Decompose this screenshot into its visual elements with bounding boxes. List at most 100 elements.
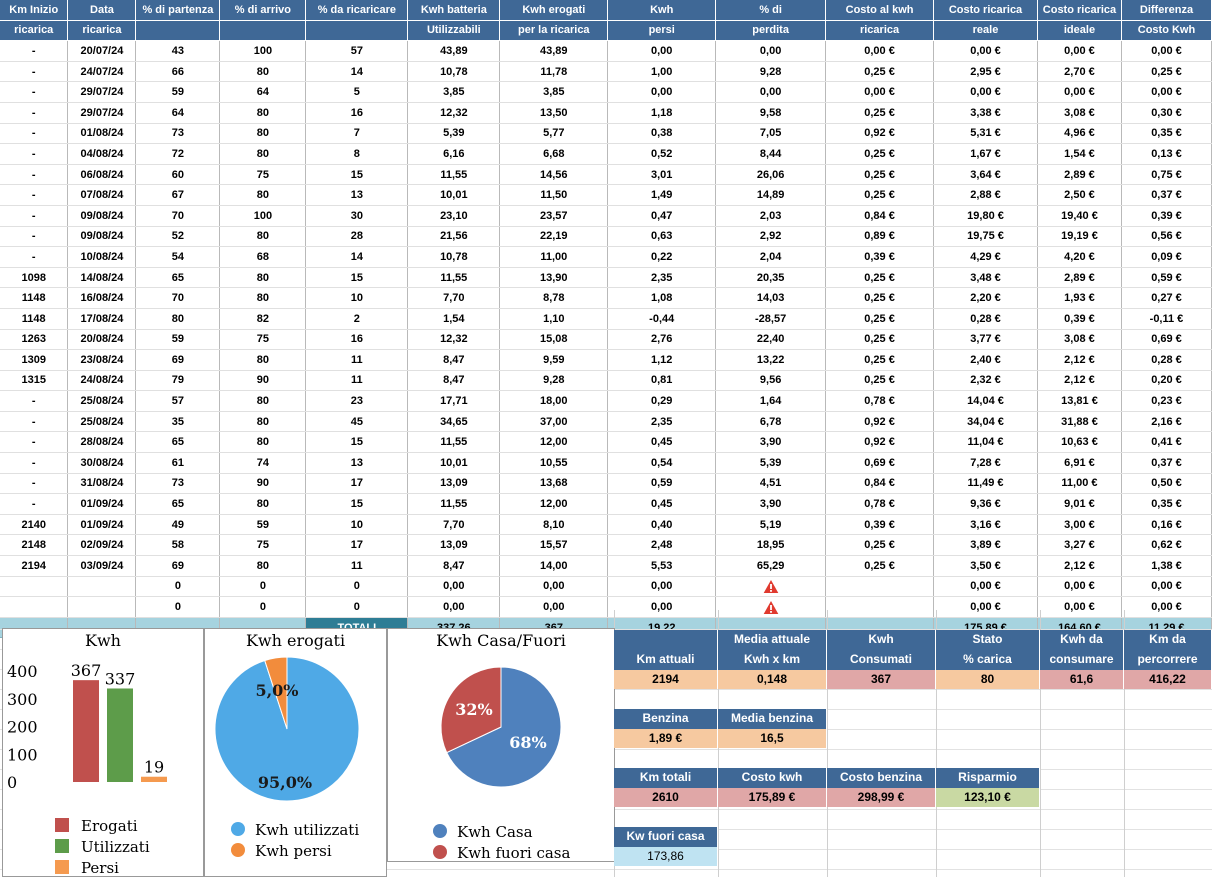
table-cell[interactable]: 17/08/24 [67, 308, 137, 330]
table-cell[interactable]: 0,84 € [825, 205, 935, 227]
table-cell[interactable]: 0,38 [607, 123, 717, 145]
table-cell[interactable]: 18,00 [499, 390, 609, 412]
table-cell[interactable]: 2,70 € [1037, 61, 1122, 83]
table-cell[interactable]: 0,78 € [825, 390, 935, 412]
table-cell[interactable]: 43,89 [499, 40, 609, 62]
table-cell[interactable]: 13,50 [499, 102, 609, 124]
table-cell[interactable]: 6,16 [407, 143, 501, 165]
table-cell[interactable]: 0,25 € [825, 349, 935, 371]
table-cell[interactable]: 19,75 € [933, 226, 1038, 248]
table-cell[interactable]: 73 [135, 473, 221, 495]
table-cell[interactable]: 1,54 € [1037, 143, 1122, 165]
table-cell[interactable]: 5,53 [607, 555, 717, 577]
table-cell[interactable]: 0 [219, 576, 307, 598]
table-cell[interactable]: 0,92 € [825, 123, 935, 145]
table-cell[interactable]: 10,78 [407, 246, 501, 268]
table-cell[interactable]: 80 [219, 411, 307, 433]
table-cell[interactable]: 14,00 [499, 555, 609, 577]
value-kwh-x-km[interactable]: 0,148 [718, 670, 827, 689]
table-cell[interactable]: 0,00 € [933, 40, 1038, 62]
table-cell[interactable]: 1,49 [607, 184, 717, 206]
table-cell[interactable]: 66 [135, 61, 221, 83]
table-cell[interactable]: 5 [305, 81, 409, 103]
table-cell[interactable]: 75 [219, 329, 307, 351]
table-cell[interactable]: 69 [135, 349, 221, 371]
value-kw-fuori-casa[interactable]: 173,86 [614, 847, 718, 866]
table-cell[interactable]: 0,54 [607, 452, 717, 474]
table-cell[interactable]: 0,00 € [825, 81, 935, 103]
table-cell[interactable]: 0,28 € [1121, 349, 1212, 371]
table-cell[interactable]: 15 [305, 164, 409, 186]
table-cell[interactable]: 2,12 € [1037, 555, 1122, 577]
table-cell[interactable]: 7 [305, 123, 409, 145]
table-cell[interactable]: 29/07/24 [67, 102, 137, 124]
table-cell[interactable]: 0,00 [499, 576, 609, 598]
table-cell[interactable]: 0,35 € [1121, 123, 1212, 145]
table-cell[interactable]: 13,09 [407, 473, 501, 495]
table-cell[interactable]: 5,39 [407, 123, 501, 145]
table-cell[interactable]: 73 [135, 123, 221, 145]
table-cell[interactable]: 37,00 [499, 411, 609, 433]
table-cell[interactable]: 0,69 € [1121, 329, 1212, 351]
table-cell[interactable]: 80 [219, 287, 307, 309]
table-cell[interactable]: 16/08/24 [67, 287, 137, 309]
table-cell[interactable]: 10,01 [407, 184, 501, 206]
table-cell[interactable]: 15,08 [499, 329, 609, 351]
table-cell[interactable]: 13,90 [499, 267, 609, 289]
table-cell[interactable]: 01/09/24 [67, 493, 137, 515]
table-cell[interactable]: 0,00 € [933, 576, 1038, 598]
table-cell[interactable]: -0,11 € [1121, 308, 1212, 330]
table-cell[interactable]: 14,89 [715, 184, 827, 206]
table-cell[interactable]: 54 [135, 246, 221, 268]
value-km-attuali[interactable]: 2194 [614, 670, 718, 689]
table-cell[interactable]: 68 [219, 246, 307, 268]
table-cell[interactable]: 0,22 [607, 246, 717, 268]
table-cell[interactable]: 22,40 [715, 329, 827, 351]
table-cell[interactable]: 01/08/24 [67, 123, 137, 145]
table-cell[interactable]: 60 [135, 164, 221, 186]
table-cell[interactable]: 1,67 € [933, 143, 1038, 165]
table-cell[interactable]: 15,57 [499, 534, 609, 557]
table-cell[interactable]: 0,40 [607, 514, 717, 536]
table-cell[interactable]: 17 [305, 473, 409, 495]
table-cell[interactable]: 6,91 € [1037, 452, 1122, 474]
table-cell[interactable]: 0,28 € [933, 308, 1038, 330]
table-cell[interactable]: 30/08/24 [67, 452, 137, 474]
table-cell[interactable]: 2,95 € [933, 61, 1038, 83]
table-cell[interactable]: 20,35 [715, 267, 827, 289]
kwh-bar-chart[interactable]: Kwh 400 300 200 100 0 367 337 19 Erogati Utilizza… [2, 628, 204, 877]
table-cell[interactable]: 19,19 € [1037, 226, 1122, 248]
table-cell[interactable]: - [0, 493, 69, 515]
value-costo-kwh[interactable]: 175,89 € [718, 788, 827, 807]
table-cell[interactable]: 8,47 [407, 555, 501, 577]
table-cell[interactable]: 0,63 [607, 226, 717, 248]
value-km-da-percorrere[interactable]: 416,22 [1124, 670, 1212, 689]
table-cell[interactable]: 4,29 € [933, 246, 1038, 268]
table-cell[interactable]: 0,37 € [1121, 184, 1212, 206]
table-cell[interactable]: 09/08/24 [67, 226, 137, 248]
table-cell[interactable]: 0,35 € [1121, 493, 1212, 515]
table-cell[interactable]: 2,12 € [1037, 370, 1122, 392]
table-cell[interactable]: 23,57 [499, 205, 609, 227]
table-cell[interactable]: 80 [219, 349, 307, 371]
table-cell[interactable]: 2,89 € [1037, 267, 1122, 289]
table-cell[interactable]: - [0, 184, 69, 206]
value-km-totali[interactable]: 2610 [614, 788, 718, 807]
table-cell[interactable]: 80 [219, 390, 307, 412]
table-cell[interactable]: 13,81 € [1037, 390, 1122, 412]
table-cell[interactable]: 8,47 [407, 370, 501, 392]
table-cell[interactable]: 45 [305, 411, 409, 433]
table-cell[interactable]: 09/08/24 [67, 205, 137, 227]
table-cell[interactable]: 7,70 [407, 514, 501, 536]
table-cell[interactable]: 0,25 € [825, 61, 935, 83]
table-cell[interactable]: 0,39 € [825, 246, 935, 268]
table-cell[interactable]: 11,49 € [933, 473, 1038, 495]
table-cell[interactable]: 0,00 € [825, 40, 935, 62]
table-cell[interactable]: 1,64 [715, 390, 827, 412]
table-cell[interactable]: 1,54 [407, 308, 501, 330]
table-cell[interactable]: - [0, 452, 69, 474]
table-cell[interactable]: - [0, 143, 69, 165]
table-cell[interactable]: 17,71 [407, 390, 501, 412]
table-cell[interactable]: 10,01 [407, 452, 501, 474]
table-cell[interactable]: 11,04 € [933, 431, 1038, 454]
